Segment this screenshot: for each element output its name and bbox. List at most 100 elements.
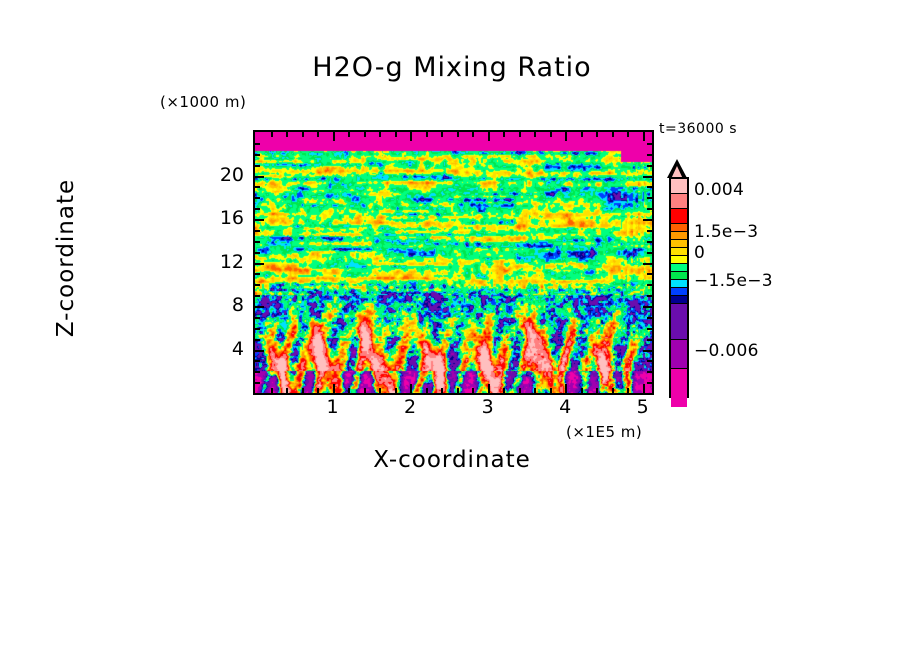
- y-tick: [647, 273, 652, 275]
- x-tick: [627, 388, 629, 393]
- x-tick: [317, 388, 319, 393]
- colorbar-arrow-icon: [671, 166, 683, 179]
- x-tick: [271, 132, 273, 137]
- x-tick: [503, 388, 505, 393]
- y-tick: [647, 143, 652, 145]
- y-axis-title: Z-coordinate: [53, 178, 79, 338]
- x-tick: [271, 388, 273, 393]
- y-tick-label: 8: [231, 294, 244, 316]
- colorbar-tick-label: 0.004: [694, 180, 745, 200]
- x-tick: [612, 132, 614, 137]
- colorbar-band: [671, 303, 687, 339]
- colorbar-band: [671, 263, 687, 271]
- y-tick: [255, 186, 260, 188]
- y-tick: [255, 176, 264, 178]
- colorbar-band: [671, 279, 687, 287]
- colorbar-band: [671, 179, 687, 193]
- y-tick: [643, 306, 652, 308]
- y-tick: [255, 219, 264, 221]
- x-tick: [364, 388, 366, 393]
- colorbar-band: [671, 368, 687, 407]
- y-tick-label: 16: [219, 207, 244, 229]
- colorbar-band: [671, 271, 687, 279]
- x-tick: [550, 132, 552, 137]
- y-tick: [255, 208, 260, 210]
- x-tick: [565, 132, 567, 141]
- x-tick: [302, 132, 304, 137]
- x-tick: [581, 388, 583, 393]
- y-tick: [647, 154, 652, 156]
- x-tick: [519, 132, 521, 137]
- y-tick: [643, 219, 652, 221]
- x-tick-label: 5: [636, 396, 649, 418]
- y-tick: [647, 382, 652, 384]
- x-tick: [534, 388, 536, 393]
- x-tick-label: 2: [404, 396, 417, 418]
- y-tick: [255, 382, 260, 384]
- colorbar-band: [671, 193, 687, 208]
- colorbar-band: [671, 223, 687, 231]
- x-tick: [596, 132, 598, 137]
- y-axis-unit-label: (×1000 m): [160, 93, 247, 111]
- y-tick: [255, 306, 264, 308]
- y-tick: [255, 252, 260, 254]
- x-tick: [488, 132, 490, 141]
- x-tick: [441, 132, 443, 137]
- x-tick: [410, 132, 412, 141]
- y-tick: [647, 339, 652, 341]
- x-tick: [410, 384, 412, 393]
- y-tick: [255, 241, 260, 243]
- x-tick: [550, 388, 552, 393]
- x-tick: [596, 388, 598, 393]
- colorbar-band: [671, 287, 687, 295]
- colorbar-band: [671, 255, 687, 263]
- x-tick: [379, 388, 381, 393]
- x-tick: [426, 132, 428, 137]
- colorbar-tick-label: −1.5e−3: [694, 271, 773, 291]
- y-tick: [255, 165, 260, 167]
- x-tick: [333, 384, 335, 393]
- x-tick: [503, 132, 505, 137]
- x-axis-unit-label: (×1E5 m): [566, 423, 643, 441]
- y-tick-label: 4: [231, 337, 244, 360]
- y-tick: [647, 197, 652, 199]
- x-tick: [441, 388, 443, 393]
- x-tick: [286, 132, 288, 137]
- x-tick-label: 4: [559, 396, 572, 418]
- y-tick: [647, 208, 652, 210]
- y-tick: [255, 371, 260, 373]
- x-tick: [348, 132, 350, 137]
- y-tick: [647, 284, 652, 286]
- colorbar-tick-label: 0: [694, 243, 706, 263]
- colorbar-band: [671, 208, 687, 223]
- x-tick: [286, 388, 288, 393]
- colorbar-band: [671, 239, 687, 247]
- y-tick: [255, 273, 260, 275]
- y-tick: [647, 241, 652, 243]
- page-title: H2O-g Mixing Ratio: [312, 52, 592, 83]
- time-annotation: t=36000 s: [659, 121, 737, 137]
- x-tick: [364, 132, 366, 137]
- x-tick: [519, 388, 521, 393]
- x-tick: [457, 132, 459, 137]
- x-tick: [581, 132, 583, 137]
- y-tick: [255, 143, 260, 145]
- y-tick: [255, 154, 260, 156]
- x-axis-title: X-coordinate: [373, 447, 531, 473]
- x-tick: [612, 388, 614, 393]
- x-tick: [348, 388, 350, 393]
- y-tick: [647, 165, 652, 167]
- y-tick: [647, 186, 652, 188]
- y-tick: [255, 317, 260, 319]
- colorbar: [669, 177, 689, 407]
- x-tick: [426, 388, 428, 393]
- y-tick: [255, 350, 264, 352]
- x-tick: [643, 384, 645, 393]
- x-tick: [317, 132, 319, 137]
- x-tick: [457, 388, 459, 393]
- y-tick: [255, 339, 260, 341]
- x-tick-label: 3: [481, 396, 494, 418]
- y-tick: [643, 176, 652, 178]
- y-tick: [255, 360, 260, 362]
- contour-field-canvas: [255, 132, 652, 393]
